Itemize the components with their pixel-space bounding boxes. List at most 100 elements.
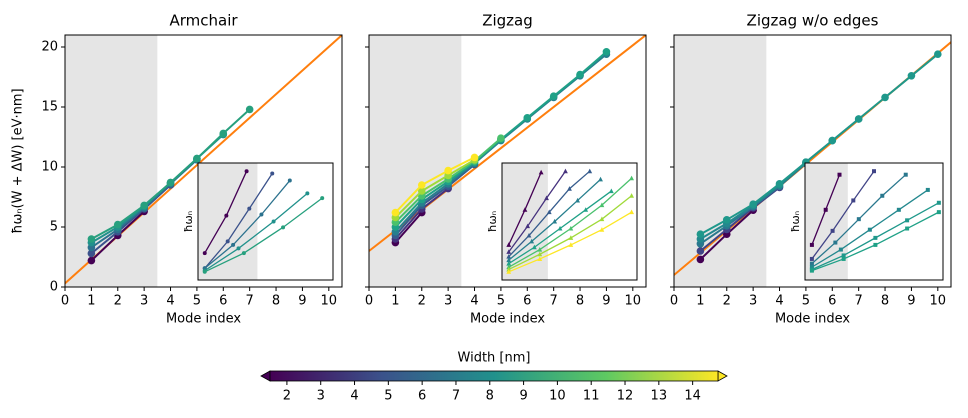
marker — [537, 246, 543, 252]
marker — [696, 230, 705, 238]
marker — [934, 50, 942, 58]
marker — [537, 256, 543, 261]
axes-frame — [64, 34, 343, 288]
marker — [629, 175, 634, 181]
marker — [202, 251, 207, 256]
x-tick-label: 5 — [497, 294, 505, 309]
y-tick-label: 15 — [41, 100, 58, 115]
panel-title: Zigzag — [482, 12, 533, 30]
marker — [544, 195, 549, 201]
marker — [270, 171, 275, 176]
x-tick-label: 9 — [907, 294, 915, 309]
marker — [470, 153, 479, 162]
x-tick-label: 0 — [61, 294, 69, 309]
marker — [525, 223, 531, 229]
x-tick-label: 2 — [723, 294, 731, 309]
marker — [833, 240, 838, 245]
marker — [87, 256, 96, 265]
colorbar-tick-label: 10 — [549, 389, 566, 404]
marker — [809, 242, 814, 247]
x-tick-label: 10 — [625, 294, 642, 309]
marker — [563, 168, 568, 174]
series-line — [394, 156, 475, 214]
colorbar-tick-label: 14 — [684, 389, 701, 404]
x-tick-label: 9 — [298, 294, 306, 309]
marker — [841, 256, 846, 261]
marker — [87, 249, 96, 258]
marker — [905, 226, 910, 231]
marker — [522, 207, 528, 212]
colorbar-tick-label: 13 — [651, 389, 668, 404]
marker — [896, 207, 901, 212]
series-line — [508, 170, 566, 253]
shaded-region — [65, 35, 158, 287]
marker — [830, 228, 835, 233]
marker — [854, 115, 863, 123]
marker — [583, 207, 589, 212]
marker — [568, 242, 574, 247]
x-tick-label: 3 — [140, 294, 148, 309]
x-tick-label: 4 — [166, 294, 174, 309]
marker — [247, 206, 252, 211]
colorbar-tick-label: 11 — [583, 389, 600, 404]
panel-title: Zigzag w/o edges — [747, 12, 879, 30]
inset-frame — [501, 162, 638, 281]
marker — [231, 242, 236, 247]
marker — [224, 213, 229, 218]
series-line — [394, 211, 423, 244]
marker — [696, 255, 705, 264]
marker — [529, 238, 535, 244]
marker — [391, 208, 400, 217]
marker — [549, 92, 558, 100]
shaded-region — [369, 35, 462, 287]
marker — [557, 225, 563, 231]
marker — [599, 227, 605, 232]
marker — [838, 247, 843, 252]
marker — [506, 264, 512, 270]
marker — [881, 93, 889, 102]
colorbar-tick-label: 4 — [350, 389, 358, 404]
marker — [140, 201, 148, 210]
x-tick-label: 0 — [670, 294, 678, 309]
marker — [587, 168, 593, 174]
marker — [873, 242, 878, 247]
x-tick-label: 4 — [470, 294, 478, 309]
marker — [867, 227, 872, 232]
colorbar-tick-label: 3 — [317, 389, 325, 404]
series-line — [204, 192, 308, 272]
colorbar-label: Width [nm] — [458, 351, 531, 366]
x-tick-label: 5 — [802, 294, 810, 309]
marker — [856, 217, 861, 222]
series-line — [699, 53, 939, 236]
inset-shaded-region — [198, 163, 258, 280]
marker — [287, 178, 292, 183]
x-tick-label: 8 — [881, 294, 889, 309]
marker — [506, 266, 512, 272]
x-tick-label: 8 — [576, 294, 584, 309]
marker — [241, 251, 246, 256]
marker — [907, 72, 916, 80]
panel-title: Armchair — [169, 12, 238, 30]
y-tick-label: 0 — [50, 280, 58, 295]
inset-y-label: ħωₙ — [182, 211, 195, 232]
y-tick-label: 20 — [41, 40, 58, 55]
marker — [851, 198, 856, 203]
marker — [823, 207, 828, 212]
marker — [837, 172, 842, 177]
marker — [546, 209, 552, 215]
marker — [506, 261, 512, 266]
x-tick-label: 2 — [418, 294, 426, 309]
marker — [320, 196, 325, 201]
marker — [506, 269, 512, 274]
inset-frame — [804, 162, 944, 281]
marker — [599, 216, 605, 222]
marker — [417, 187, 426, 195]
colorbar-tick-label: 2 — [283, 389, 291, 404]
x-axis-label: Mode index — [470, 312, 545, 327]
x-axis-label: Mode index — [166, 312, 241, 327]
x-tick-label: 2 — [114, 294, 122, 309]
marker — [245, 105, 254, 114]
marker — [506, 242, 512, 247]
marker — [202, 269, 207, 274]
colorbar-tick-label: 5 — [384, 389, 392, 404]
